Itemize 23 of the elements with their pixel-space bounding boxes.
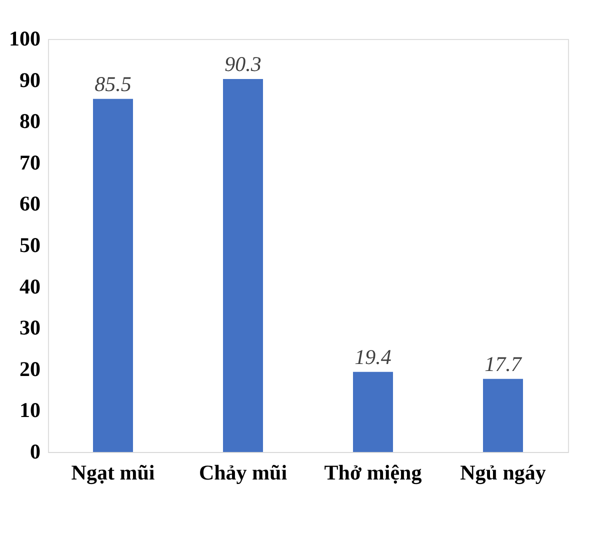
y-tick-label: 20 xyxy=(20,356,40,381)
bar xyxy=(353,372,393,452)
x-tick-label: Ngạt mũi xyxy=(71,460,155,484)
y-tick-label: 90 xyxy=(20,68,40,92)
y-tick-label: 30 xyxy=(20,316,40,340)
y-tick-label: 0 xyxy=(30,440,40,464)
x-tick-label: Chảy mũi xyxy=(198,460,288,484)
x-tick-label: Ngủ ngáy xyxy=(460,460,546,484)
y-tick-label: 40 xyxy=(20,274,40,298)
y-tick-label: 80 xyxy=(20,109,40,134)
y-tick-label: 60 xyxy=(20,192,40,216)
y-tick-label: 70 xyxy=(20,150,40,174)
data-label: 17.7 xyxy=(484,352,523,376)
bar xyxy=(93,98,133,452)
x-tick-label: Thở miệng xyxy=(324,460,422,484)
y-tick-label: 50 xyxy=(20,233,40,257)
y-tick-label: 100 xyxy=(9,26,40,50)
data-label: 90.3 xyxy=(224,52,262,76)
bar xyxy=(223,79,263,452)
data-label: 19.4 xyxy=(354,344,392,369)
data-label: 85.5 xyxy=(94,72,132,96)
y-tick-label: 10 xyxy=(20,398,40,422)
bar xyxy=(483,378,523,452)
